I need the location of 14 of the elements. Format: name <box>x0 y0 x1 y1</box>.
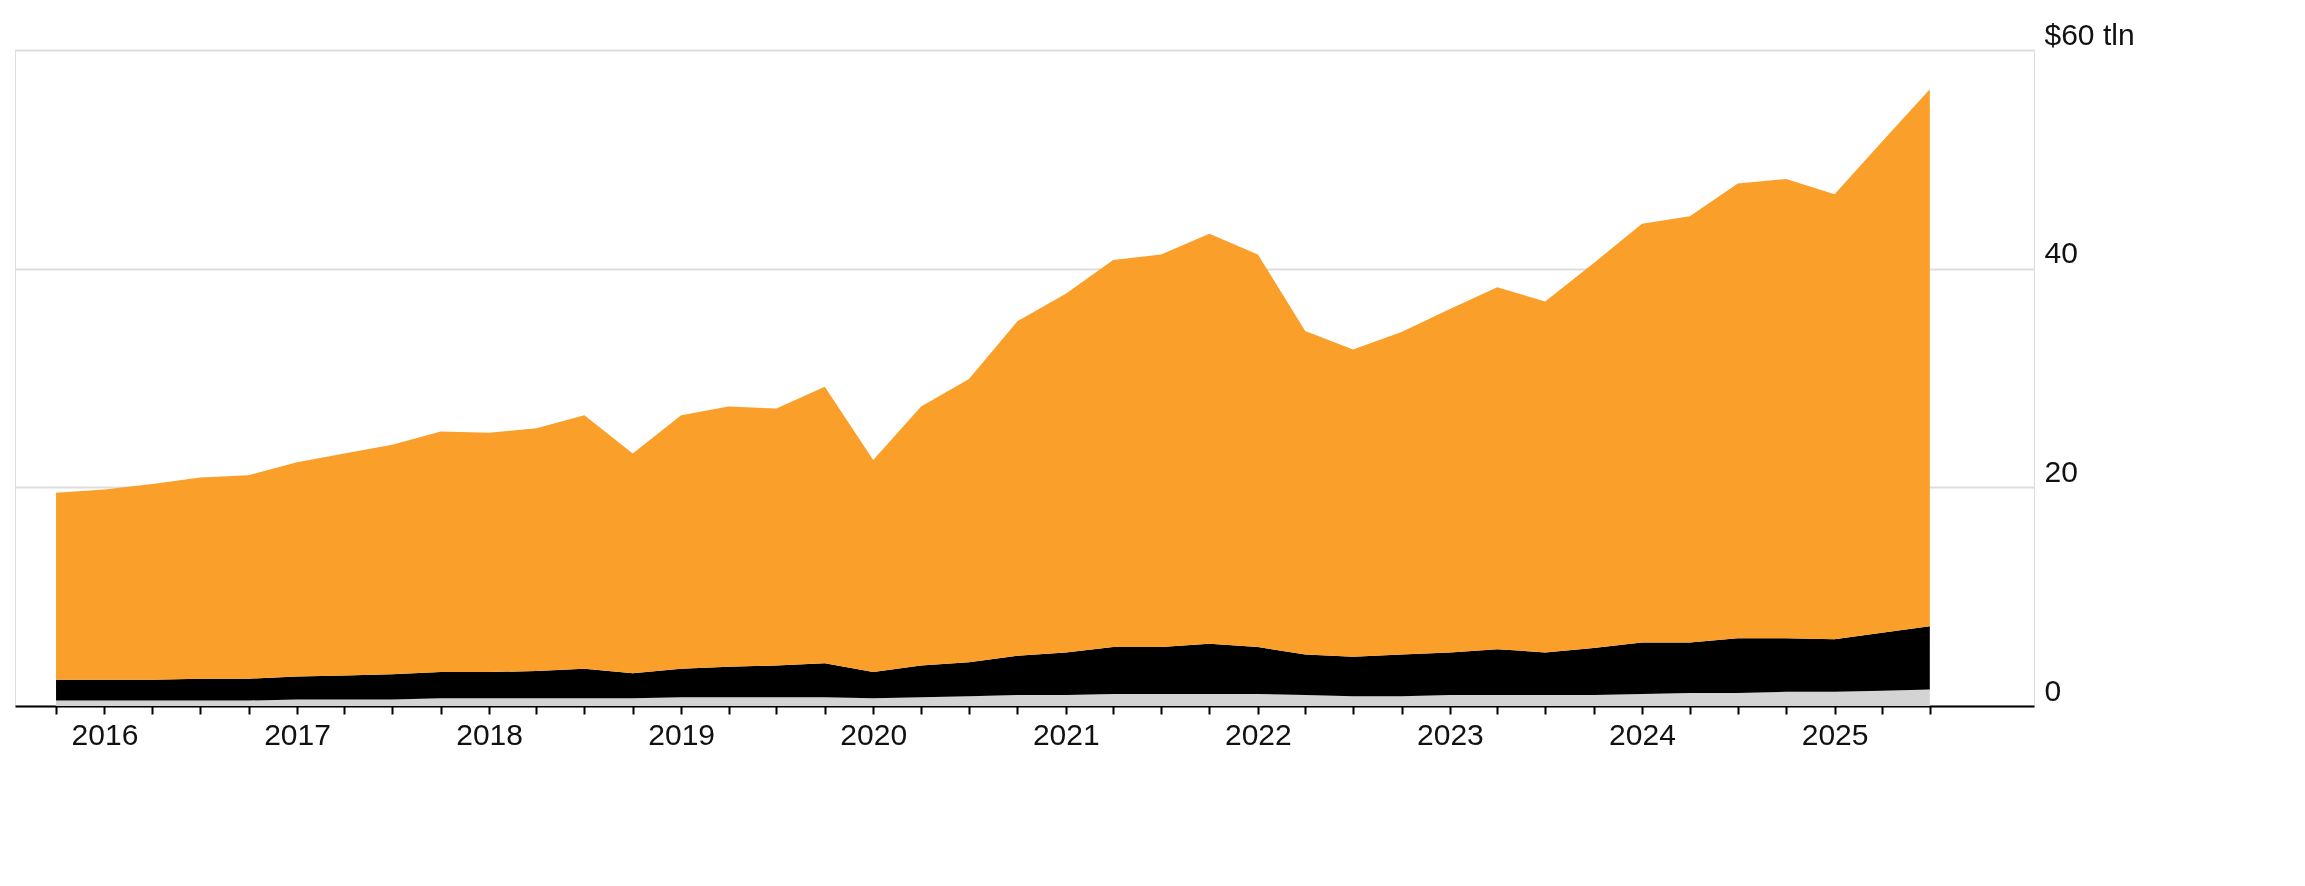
x-tick-label: 2021 <box>1032 717 1100 751</box>
x-tick-label: 2025 <box>1801 717 1869 751</box>
x-tick-label: 2020 <box>840 717 908 751</box>
x-tick-label: 2016 <box>71 717 139 751</box>
y-tick-label: 0 <box>2044 673 2062 707</box>
x-tick-label: 2017 <box>264 717 331 751</box>
x-tick-label: 2019 <box>648 717 716 751</box>
x-tick-label: 2018 <box>456 717 523 751</box>
y-tick-label: 20 <box>2044 454 2078 488</box>
x-tick-label: 2022 <box>1224 717 1292 751</box>
x-tick-label: 2023 <box>1417 717 1484 751</box>
y-tick-label: $60 tln <box>2044 17 2135 51</box>
x-tick-label: 2024 <box>1609 717 1676 751</box>
y-tick-label: 40 <box>2044 236 2078 270</box>
